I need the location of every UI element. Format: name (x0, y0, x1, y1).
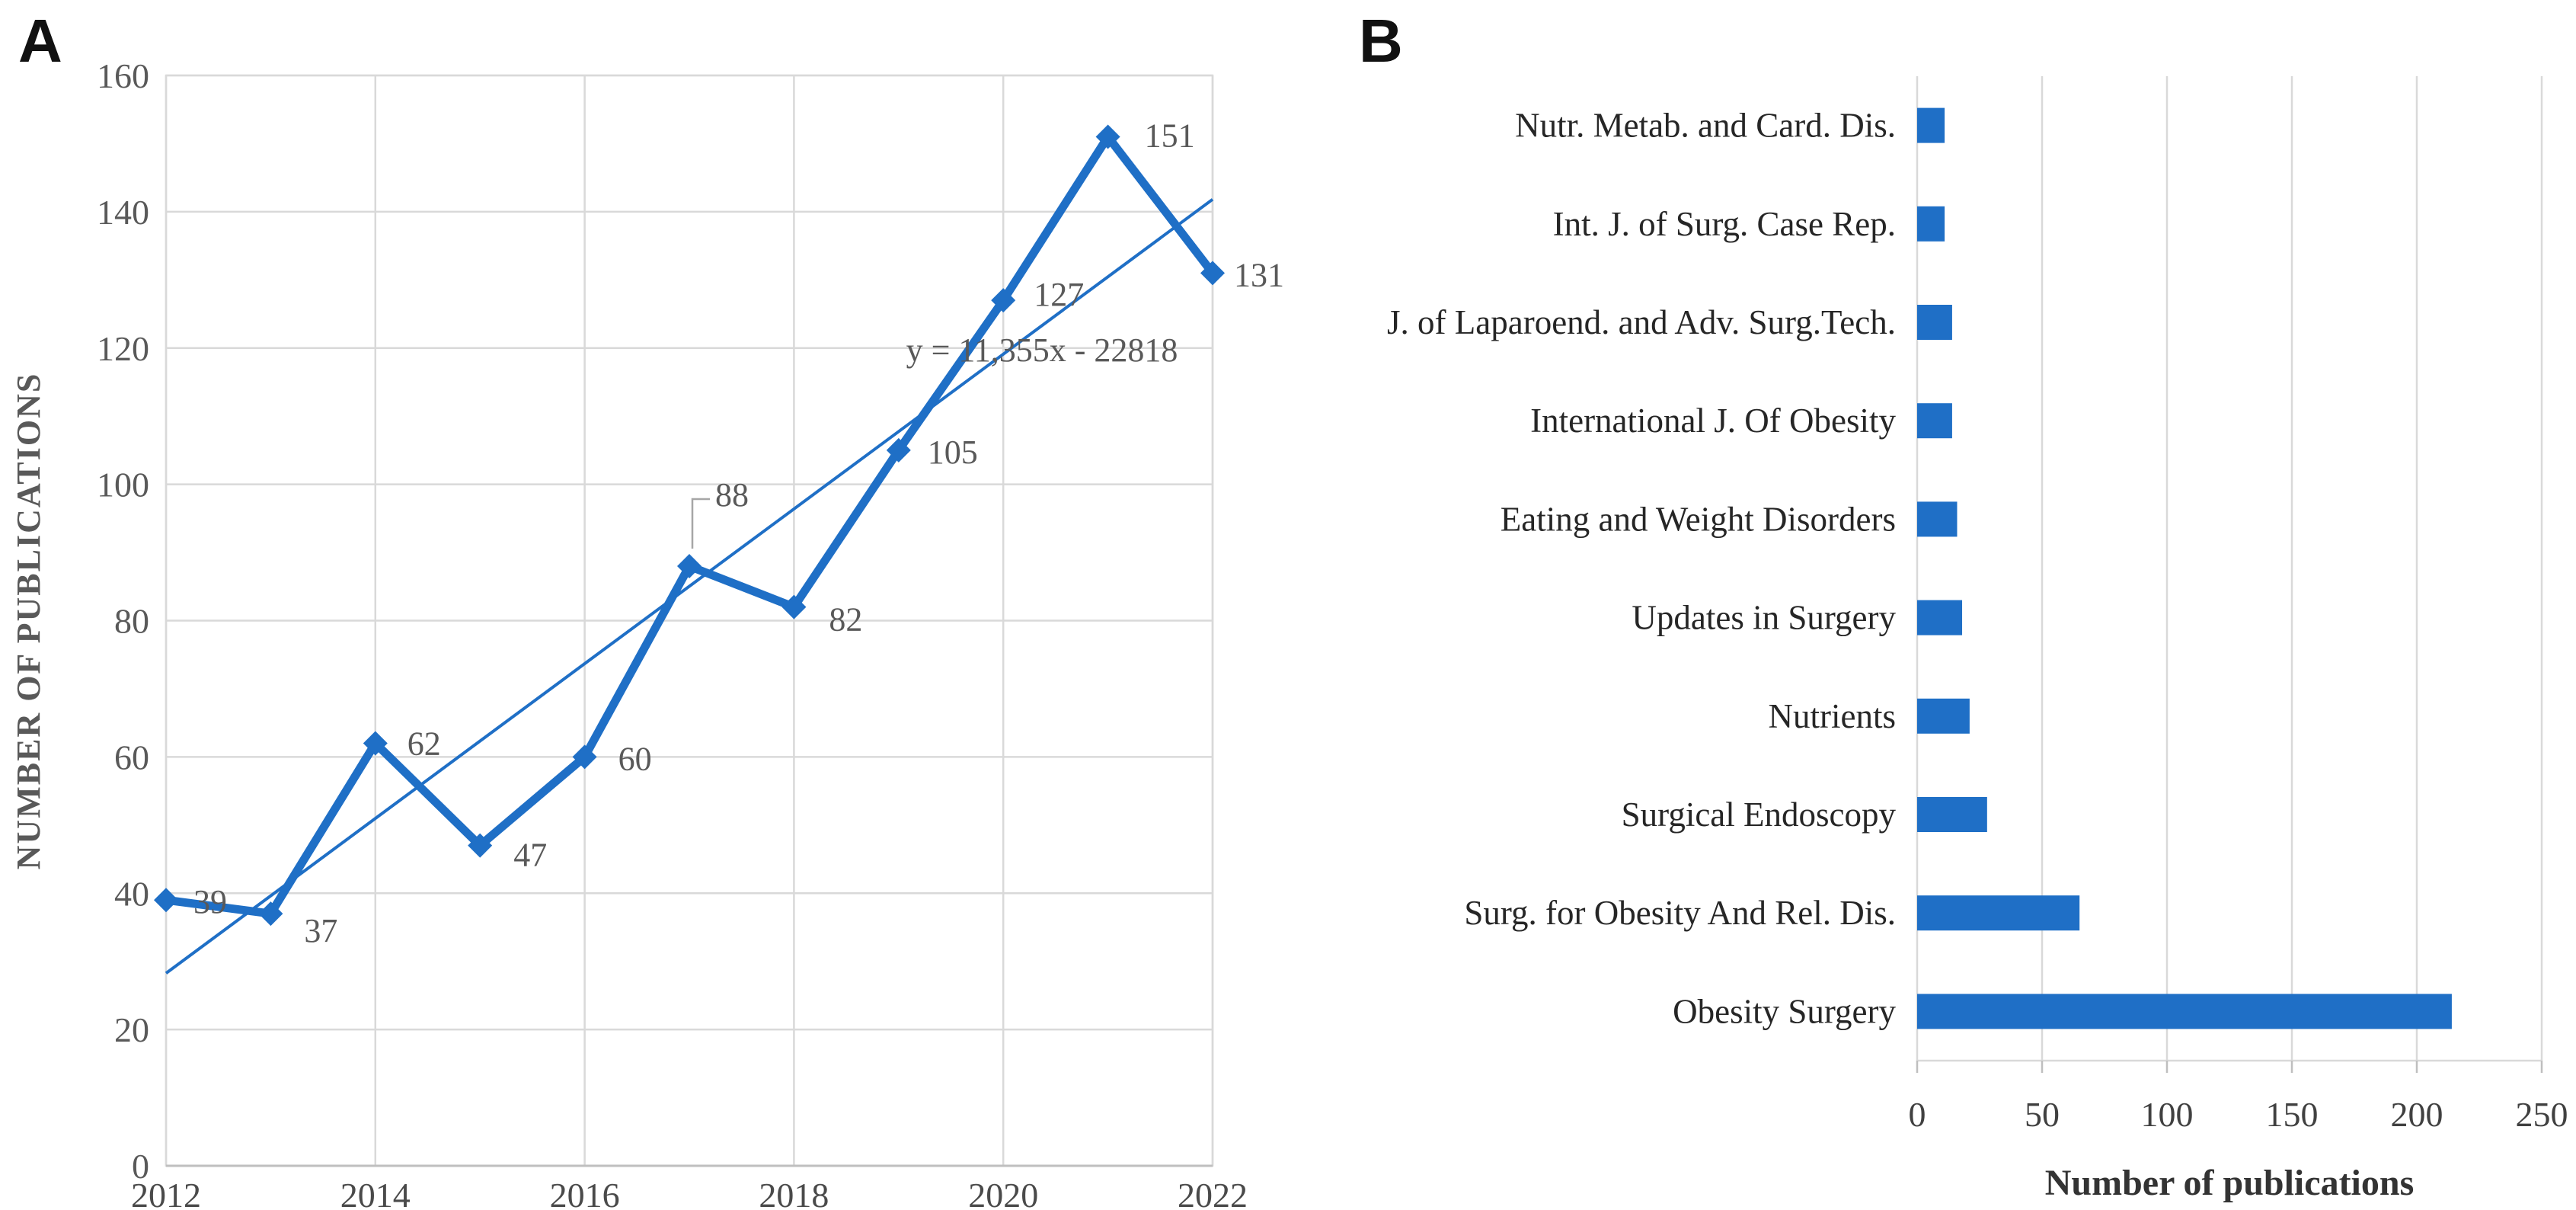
x-tick-label: 100 (2141, 1095, 2194, 1134)
bar (1917, 895, 2080, 931)
category-label: Nutr. Metab. and Card. Dis. (1515, 107, 1896, 145)
trendline (165, 198, 1214, 975)
data-point-marker (781, 594, 807, 619)
data-point-marker (468, 833, 493, 858)
y-tick-label: 120 (97, 329, 149, 368)
bar (1917, 797, 1987, 832)
data-label: 127 (1034, 276, 1084, 313)
y-tick-label: 100 (97, 466, 149, 504)
line-chart-publications-per-year: 39 37 62 47 60 88 82 105 127 151 131 y = 11,355x - … (10, 56, 1284, 1210)
y-tick-label: 140 (97, 193, 149, 232)
bar (1917, 600, 1963, 635)
bar (1917, 994, 2452, 1029)
y-tick-label: 20 (114, 1010, 149, 1049)
data-label: 88 (715, 476, 749, 514)
x-tick-label: 50 (2025, 1095, 2060, 1134)
bar-chart-publications-per-journal: Nutr. Metab. and Card. Dis. Int. J. of Su… (1387, 76, 2568, 1203)
bar (1917, 107, 1945, 143)
trendline-equation: y = 11,355x - 22818 (906, 331, 1178, 369)
series-line (161, 132, 1217, 918)
data-label: 60 (618, 740, 652, 777)
category-label: Surgical Endoscopy (1622, 795, 1897, 834)
bar (1917, 206, 1945, 242)
data-point-marker (572, 744, 597, 770)
x-tick-label: 2014 (340, 1176, 411, 1210)
x-axis-title: Number of publications (2045, 1163, 2415, 1203)
y-axis-title: NUMBER OF PUBLICATIONS (10, 373, 47, 870)
y-tick-label: 40 (114, 874, 149, 913)
data-point-marker (1200, 261, 1225, 286)
data-point-marker (363, 731, 388, 756)
category-label: Surg. for Obesity And Rel. Dis. (1464, 894, 1896, 932)
panel-b-label: B (1359, 7, 1403, 75)
y-tick-label: 160 (97, 56, 149, 95)
data-label: 39 (193, 883, 227, 920)
x-tick-label: 2016 (550, 1176, 620, 1210)
data-point-marker (677, 553, 702, 578)
category-label: J. of Laparoend. and Adv. Surg.Tech. (1387, 303, 1896, 341)
bar (1917, 403, 1952, 439)
data-label: 131 (1234, 256, 1284, 293)
data-label: 62 (407, 725, 441, 762)
category-label: Nutrients (1769, 697, 1896, 735)
category-label: Obesity Surgery (1673, 992, 1896, 1030)
data-label: 82 (829, 601, 862, 639)
category-label: International J. Of Obesity (1530, 402, 1896, 440)
bar (1917, 305, 1952, 340)
data-label: 47 (513, 837, 547, 874)
y-tick-label: 0 (132, 1147, 149, 1186)
label-leader-line (691, 498, 710, 549)
x-tick-label: 2018 (759, 1176, 829, 1210)
x-tick-label: 150 (2266, 1095, 2319, 1134)
data-point-marker (154, 888, 178, 913)
data-label: 151 (1145, 117, 1195, 154)
x-tick-label: 250 (2516, 1095, 2568, 1134)
x-tick-label: 2012 (131, 1176, 201, 1210)
panel-a-label: A (18, 7, 62, 75)
x-tick-label: 200 (2391, 1095, 2443, 1134)
data-label: 105 (928, 434, 978, 471)
x-tick-label: 2020 (968, 1176, 1038, 1210)
x-tick-label: 0 (1909, 1095, 1926, 1134)
bar (1917, 501, 1958, 537)
x-tick-label: 2022 (1178, 1176, 1248, 1210)
data-point-marker (1095, 124, 1120, 149)
bar (1917, 698, 1970, 734)
y-tick-label: 80 (114, 602, 149, 641)
category-label: Updates in Surgery (1632, 599, 1896, 637)
category-label: Eating and Weight Disorders (1501, 500, 1896, 538)
data-point-marker (886, 437, 911, 463)
data-point-marker (258, 901, 283, 927)
category-label: Int. J. of Surg. Case Rep. (1553, 205, 1896, 243)
data-point-marker (991, 288, 1016, 313)
data-label: 37 (304, 912, 337, 949)
y-tick-label: 60 (114, 738, 149, 776)
